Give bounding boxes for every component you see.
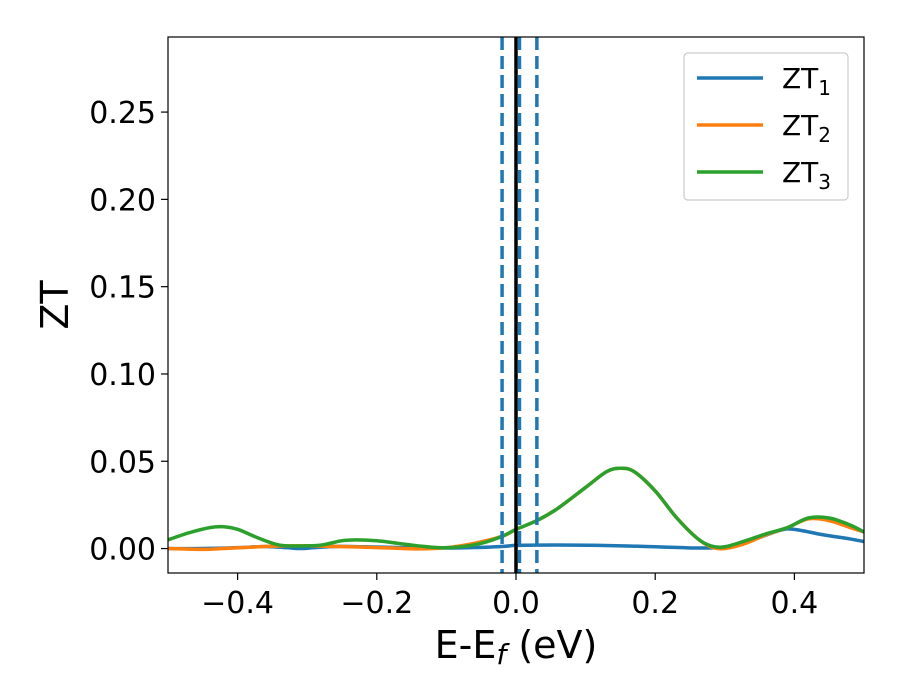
x-tick-label: −0.4 <box>201 586 274 621</box>
y-tick-label: 0.10 <box>89 358 156 393</box>
legend-label-zt3: ZT3 <box>782 156 831 194</box>
reference-lines <box>500 37 539 573</box>
legend-label-zt2: ZT2 <box>782 109 831 147</box>
legend: ZT1 ZT2 ZT3 <box>683 52 849 201</box>
x-tick-label: 0.2 <box>631 586 679 621</box>
legend-label-zt1: ZT1 <box>782 62 831 100</box>
y-tick-label: 0.00 <box>89 533 156 568</box>
x-tick-label: 0.4 <box>771 586 819 621</box>
y-tick-label: 0.25 <box>89 96 156 131</box>
legend-box <box>683 52 849 201</box>
y-tick-label: 0.15 <box>89 271 156 306</box>
y-axis-label: ZT <box>33 280 77 330</box>
y-tick-label: 0.05 <box>89 445 156 480</box>
y-tick-label: 0.20 <box>89 183 156 218</box>
x-axis-label: E-Ef (eV) <box>435 623 598 671</box>
x-axis-ticks: −0.4 −0.2 0.0 0.2 0.4 <box>201 573 818 621</box>
x-tick-label: −0.2 <box>340 586 413 621</box>
y-axis-ticks: 0.00 0.05 0.10 0.15 0.20 0.25 <box>89 96 168 568</box>
x-tick-label: 0.0 <box>492 586 540 621</box>
